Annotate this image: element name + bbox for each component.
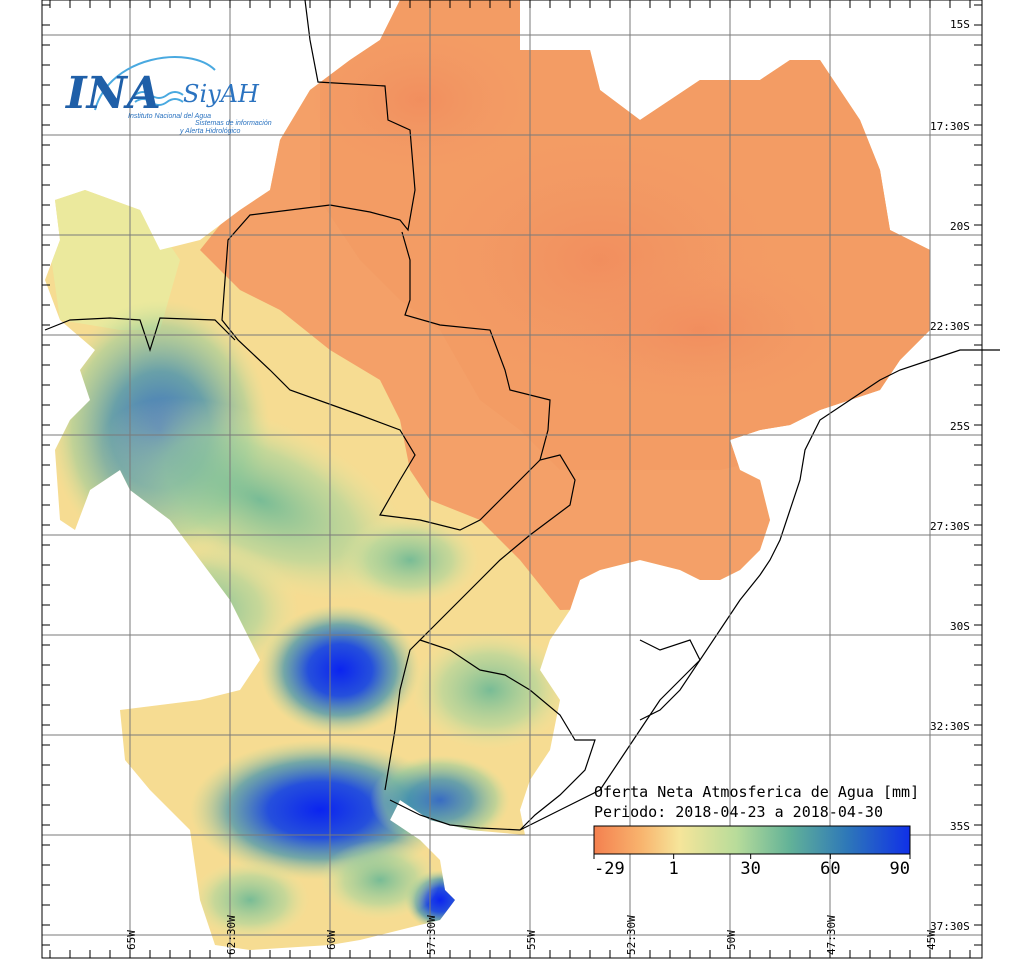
lat-label: 30S [950, 620, 970, 633]
map-frame [41, 0, 983, 959]
lat-label: 37:30S [930, 920, 970, 933]
logo-siyah-text: SiyAH [183, 80, 260, 108]
colorbar-tick-label: 60 [820, 859, 840, 879]
colorbar-tick-label: 90 [890, 859, 910, 879]
logo-institute-text: Instituto Nacional del Agua [128, 113, 211, 120]
colorbar-ticks: -29 1 30 60 90 [593, 854, 911, 879]
colorbar-tick-label: 30 [740, 859, 760, 879]
lon-label: 55W [525, 930, 538, 950]
country-borders [44, 0, 1000, 831]
longitude-labels: 65W 62:30W 60W 57:30W 55W 52:30W 50W 47:… [125, 915, 938, 955]
lon-label: 52:30W [625, 915, 638, 955]
lon-label: 65W [125, 930, 138, 950]
lat-label: 27:30S [930, 520, 970, 533]
ina-siyah-logo: INA SiyAH Instituto Nacional del Agua Si… [64, 56, 272, 135]
logo-swoosh-icon [94, 56, 216, 111]
lat-label: 17:30S [930, 120, 970, 133]
logo-system-line2: y Alerta Hidrológico [179, 128, 241, 135]
lat-label: 25S [950, 420, 970, 433]
colorbar: -29 1 30 60 90 [593, 825, 911, 879]
logo-wave-icon [134, 91, 184, 106]
colorbar-tick-label: -29 [594, 859, 625, 879]
lat-label: 32:30S [930, 720, 970, 733]
latitude-labels: 15S 17:30S 20S 22:30S 25S 27:30S 30S 32:… [930, 18, 970, 933]
logo-ina-text: INA [64, 68, 161, 119]
colorbar-tick-label: 1 [669, 859, 679, 879]
lon-label: 45W [925, 930, 938, 950]
title-line-1: Oferta Neta Atmosferica de Agua [mm] [594, 783, 919, 801]
colorbar-gradient [593, 825, 911, 855]
lon-label: 62:30W [225, 915, 238, 955]
lon-label: 57:30W [425, 915, 438, 955]
title-line-2: Periodo: 2018-04-23 a 2018-04-30 [594, 803, 883, 821]
lat-label: 22:30S [930, 320, 970, 333]
lat-label: 20S [950, 220, 970, 233]
lon-label: 60W [325, 930, 338, 950]
logo-system-line1: Sistemas de información [195, 120, 272, 127]
lon-label: 47:30W [825, 915, 838, 955]
frame-ticks [42, 0, 982, 958]
coordinate-grid [42, 0, 982, 958]
lon-label: 50W [725, 930, 738, 950]
lat-label: 35S [950, 820, 970, 833]
map-title: Oferta Neta Atmosferica de Agua [mm] Per… [594, 783, 919, 821]
lat-label: 15S [950, 18, 970, 31]
